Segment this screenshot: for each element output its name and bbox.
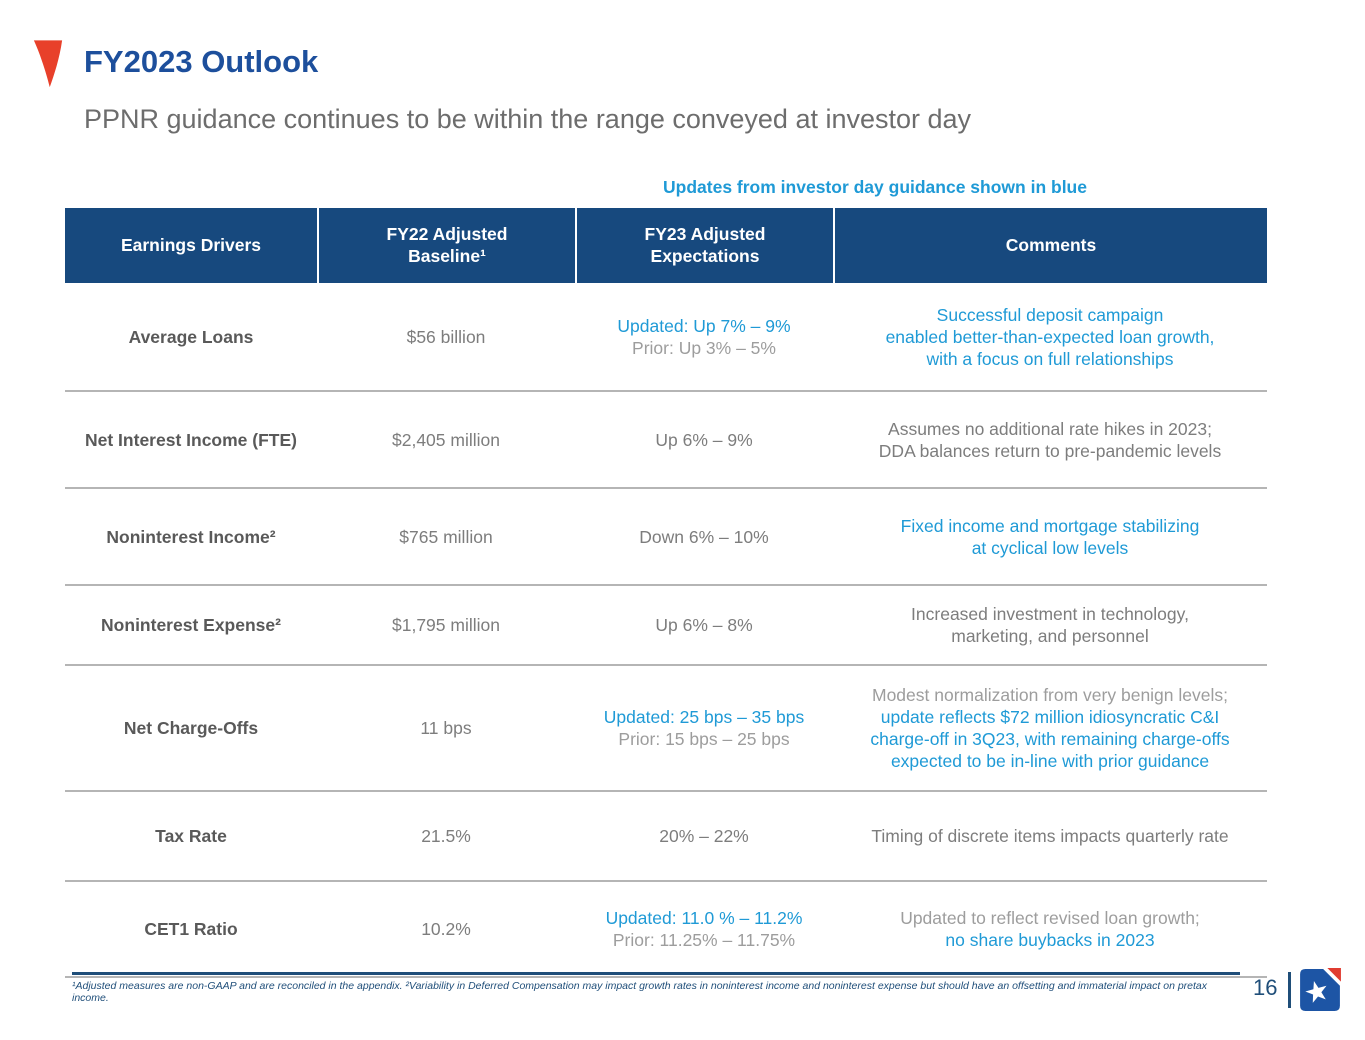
- expectation-line: Prior: 11.25% – 11.75%: [612, 930, 796, 950]
- comment-line: expected to be in-line with prior guidan…: [890, 751, 1210, 771]
- header-cell-line: Comments: [1005, 234, 1097, 255]
- table-row: Net Charge-Offs 11 bps Updated: 25 bps – 3…: [65, 666, 1267, 792]
- cell-fy22-baseline: 11 bps: [420, 718, 472, 738]
- updates-note: Updates from investor day guidance shown…: [663, 177, 1087, 197]
- cell-earnings-driver: Average Loans: [128, 326, 254, 347]
- cell-earnings-driver: Net Charge-Offs: [123, 718, 259, 738]
- cell-fy22-baseline: 10.2%: [421, 919, 471, 939]
- cell-fy23-expectations: Up 6% – 8%: [575, 586, 833, 664]
- comment-line: Timing of discrete items impacts quarter…: [871, 826, 1229, 846]
- cell-comments: Modest normalization from very benign le…: [833, 666, 1267, 790]
- footnote: ¹Adjusted measures are non-GAAP and are …: [72, 980, 1208, 1004]
- cell-fy22-baseline: 21.5%: [421, 826, 471, 846]
- comment-line: Assumes no additional rate hikes in 2023…: [888, 418, 1212, 439]
- header-cell: FY22 Adjusted Baseline¹: [317, 208, 575, 283]
- table-row: Noninterest Income² $765 million Down 6% –…: [65, 489, 1267, 586]
- red-flag-icon: [33, 38, 63, 99]
- table-row: Noninterest Expense² $1,795 million Up 6% …: [65, 586, 1267, 666]
- table-row: Tax Rate 21.5% 20% – 22% Timing of discrete…: [65, 792, 1267, 882]
- table-row: CET1 Ratio 10.2% Updated: 11.0 % – 11.2% Pr…: [65, 882, 1267, 978]
- comment-line: Successful deposit campaign: [936, 304, 1164, 325]
- header-cell: Comments: [833, 208, 1267, 283]
- cell-comments: Fixed income and mortgage stabilizing at …: [833, 489, 1267, 584]
- cell-fy22-baseline: $2,405 million: [392, 429, 500, 450]
- header-cell-line: Earnings Drivers: [120, 234, 262, 255]
- expectation-line: Prior: Up 3% – 5%: [632, 337, 776, 358]
- header-cell-line: Baseline¹: [408, 245, 486, 266]
- cell-comments: Successful deposit campaign enabled bette…: [833, 283, 1267, 390]
- expectation-line: Updated: Up 7% – 9%: [617, 315, 791, 336]
- comment-line: charge-off in 3Q23, with remaining charg…: [870, 729, 1230, 749]
- cell-fy23-expectations: 20% – 22%: [575, 792, 833, 880]
- comment-line: with a focus on full relationships: [926, 348, 1174, 369]
- comment-line: Updated to reflect revised loan growth;: [900, 908, 1200, 928]
- comment-line: at cyclical low levels: [971, 537, 1129, 558]
- brand-logo-icon: [1299, 968, 1341, 1017]
- expectation-line: Prior: 15 bps – 25 bps: [618, 729, 790, 749]
- cell-earnings-driver: Noninterest Income²: [106, 526, 276, 547]
- header-cell-line: FY22 Adjusted: [386, 223, 508, 244]
- cell-fy22-baseline: $56 billion: [406, 326, 486, 347]
- cell-fy23-expectations: Down 6% – 10%: [575, 489, 833, 584]
- header-cell: Earnings Drivers: [65, 208, 317, 283]
- page-title: FY2023 Outlook: [84, 44, 319, 79]
- table-header: Earnings Drivers FY22 Adjusted Baseline¹ FY…: [65, 208, 1267, 283]
- cell-earnings-driver: CET1 Ratio: [144, 919, 238, 939]
- comment-line: Increased investment in technology,: [911, 604, 1189, 624]
- expectation-line: 20% – 22%: [659, 826, 749, 846]
- expectation-line: Up 6% – 9%: [655, 429, 753, 450]
- header-cell-line: Expectations: [650, 245, 760, 266]
- cell-fy22-baseline: $765 million: [399, 526, 493, 547]
- cell-comments: Increased investment in technology, marke…: [833, 586, 1267, 664]
- expectation-line: Updated: 11.0 % – 11.2%: [605, 908, 803, 928]
- header-cell: FY23 Adjusted Expectations: [575, 208, 833, 283]
- expectation-line: Down 6% – 10%: [639, 526, 769, 547]
- table-body: Average Loans $56 billion Updated: Up 7% –…: [65, 283, 1267, 978]
- comment-line: DDA balances return to pre-pandemic leve…: [878, 440, 1222, 461]
- expectation-line: Updated: 25 bps – 35 bps: [603, 707, 805, 727]
- comment-line: Modest normalization from very benign le…: [872, 685, 1228, 705]
- cell-fy23-expectations: Updated: 11.0 % – 11.2% Prior: 11.25% – 1…: [575, 882, 833, 976]
- cell-fy23-expectations: Up 6% – 9%: [575, 392, 833, 487]
- cell-earnings-driver: Noninterest Expense²: [101, 615, 281, 635]
- page-number: 16: [1253, 975, 1278, 1000]
- expectation-line: Up 6% – 8%: [655, 615, 753, 635]
- comment-line: no share buybacks in 2023: [945, 930, 1155, 950]
- header-cell-line: FY23 Adjusted: [644, 223, 766, 244]
- cell-fy23-expectations: Updated: 25 bps – 35 bps Prior: 15 bps – …: [575, 666, 833, 790]
- cell-fy23-expectations: Updated: Up 7% – 9% Prior: Up 3% – 5%: [575, 283, 833, 390]
- table-row: Average Loans $56 billion Updated: Up 7% –…: [65, 283, 1267, 392]
- cell-earnings-driver: Tax Rate: [155, 826, 227, 846]
- table-row: Net Interest Income (FTE) $2,405 million U…: [65, 392, 1267, 489]
- comment-line: update reflects $72 million idiosyncrati…: [880, 707, 1220, 727]
- cell-earnings-driver: Net Interest Income (FTE): [85, 429, 297, 450]
- cell-fy22-baseline: $1,795 million: [392, 615, 500, 635]
- cell-comments: Assumes no additional rate hikes in 2023…: [833, 392, 1267, 487]
- cell-comments: Updated to reflect revised loan growth; n…: [833, 882, 1267, 976]
- comment-line: Fixed income and mortgage stabilizing: [900, 515, 1200, 536]
- earnings-drivers-table: Earnings Drivers FY22 Adjusted Baseline¹ FY…: [65, 208, 1267, 978]
- comment-line: marketing, and personnel: [951, 626, 1149, 646]
- page-subtitle: PPNR guidance continues to be within the…: [84, 104, 972, 134]
- cell-comments: Timing of discrete items impacts quarter…: [833, 792, 1267, 880]
- footer-rule: [72, 972, 1240, 975]
- comment-line: enabled better-than-expected loan growth…: [885, 326, 1215, 347]
- footer-divider: [1288, 972, 1291, 1008]
